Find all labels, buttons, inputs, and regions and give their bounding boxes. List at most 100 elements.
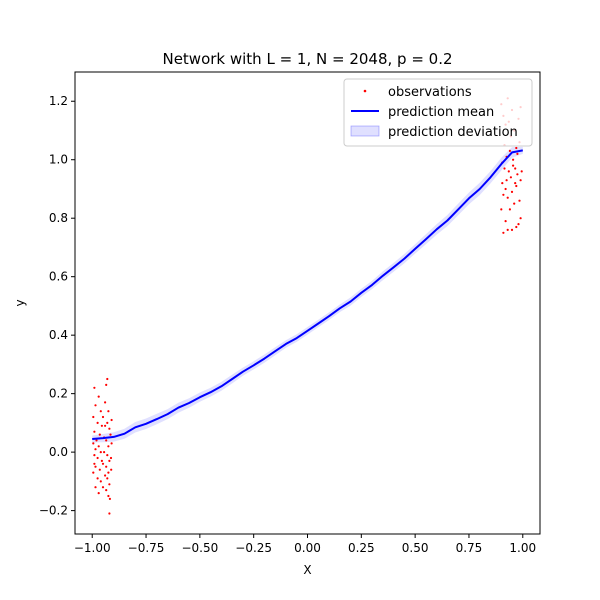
x-tick-label: 0.25 bbox=[348, 541, 375, 555]
observation-point bbox=[99, 451, 102, 454]
observation-point bbox=[513, 202, 516, 205]
observation-point bbox=[108, 483, 111, 486]
x-tick-label: 0.75 bbox=[456, 541, 483, 555]
observation-point bbox=[96, 421, 99, 424]
observation-point bbox=[108, 427, 111, 430]
x-axis-label: X bbox=[303, 563, 311, 577]
observation-point bbox=[96, 477, 99, 480]
observation-point bbox=[92, 415, 95, 419]
observation-point bbox=[501, 182, 504, 185]
mean-line-layer bbox=[92, 149, 523, 440]
observation-point bbox=[106, 421, 109, 424]
observation-point bbox=[107, 410, 110, 413]
x-tick-label: −0.25 bbox=[235, 541, 272, 555]
y-tick-label: 0.8 bbox=[49, 211, 68, 225]
legend-prediction-mean-label: prediction mean bbox=[388, 105, 494, 120]
observation-point bbox=[107, 494, 110, 498]
observation-point bbox=[98, 433, 101, 436]
observation-point bbox=[104, 474, 107, 477]
observation-point bbox=[511, 164, 515, 167]
observation-point bbox=[97, 492, 100, 495]
y-tick-label: −0.2 bbox=[39, 504, 68, 518]
observation-point bbox=[104, 424, 107, 427]
observation-point bbox=[105, 465, 108, 468]
observation-point bbox=[518, 199, 521, 202]
x-tick-label: −0.75 bbox=[128, 541, 165, 555]
observation-point bbox=[108, 497, 111, 500]
observation-point bbox=[508, 149, 511, 152]
observation-point bbox=[109, 433, 112, 436]
observation-point bbox=[508, 208, 511, 211]
observation-point bbox=[515, 225, 518, 229]
legend-prediction-deviation-patch bbox=[350, 125, 380, 137]
observation-point bbox=[93, 454, 96, 457]
observation-point bbox=[104, 401, 107, 404]
observation-point bbox=[93, 386, 96, 389]
observation-point bbox=[500, 208, 503, 211]
x-tick-label: 0.50 bbox=[402, 541, 429, 555]
x-tick-label: −1.00 bbox=[74, 541, 111, 555]
observation-point bbox=[96, 456, 99, 460]
observation-point bbox=[502, 193, 505, 196]
observation-point bbox=[110, 468, 113, 471]
observation-point bbox=[101, 462, 105, 465]
observation-point bbox=[516, 152, 519, 155]
observation-point bbox=[107, 471, 110, 474]
observation-point bbox=[519, 217, 522, 220]
prediction-mean-line bbox=[92, 149, 523, 440]
observation-point bbox=[98, 468, 101, 471]
observation-point bbox=[100, 424, 103, 427]
observation-point bbox=[509, 176, 512, 179]
observation-point bbox=[105, 489, 108, 492]
observation-points-layer bbox=[92, 97, 523, 515]
observation-point bbox=[110, 418, 113, 422]
observation-point bbox=[110, 442, 113, 445]
observation-point bbox=[504, 220, 507, 223]
observation-point bbox=[516, 173, 519, 176]
x-tick-label: 0.00 bbox=[294, 541, 321, 555]
observation-point bbox=[95, 439, 98, 442]
observation-point bbox=[520, 170, 523, 173]
observation-point bbox=[514, 182, 517, 185]
legend-observations-label: observations bbox=[388, 85, 472, 100]
observation-point bbox=[94, 465, 97, 468]
x-tick-label: 1.00 bbox=[509, 541, 536, 555]
observation-point bbox=[106, 454, 109, 457]
observation-point bbox=[109, 456, 113, 460]
observation-point bbox=[94, 486, 97, 489]
observation-point bbox=[515, 184, 518, 188]
observation-point bbox=[93, 430, 96, 433]
observation-point bbox=[510, 190, 514, 193]
observation-point bbox=[504, 187, 507, 191]
y-tick-label: 0.2 bbox=[49, 387, 68, 401]
observation-point bbox=[93, 462, 96, 465]
y-tick-label: 0.4 bbox=[49, 328, 68, 342]
y-tick-label: 0.0 bbox=[49, 445, 68, 459]
observation-point bbox=[101, 486, 105, 489]
observation-point bbox=[106, 377, 109, 381]
observation-point bbox=[97, 395, 100, 398]
observation-point bbox=[506, 228, 509, 231]
observation-point bbox=[507, 170, 510, 173]
observation-point bbox=[506, 196, 509, 199]
observation-point bbox=[92, 471, 95, 474]
observation-point bbox=[107, 445, 110, 448]
observation-point bbox=[99, 480, 102, 483]
observation-point bbox=[108, 459, 111, 462]
observation-point bbox=[105, 383, 108, 386]
observation-point bbox=[505, 179, 508, 182]
legend-observations-marker bbox=[363, 89, 367, 93]
observation-point bbox=[101, 415, 105, 419]
legend-box bbox=[343, 78, 533, 147]
observation-point bbox=[94, 448, 97, 451]
y-axis-ticks: −0.2 0.0 0.2 0.4 0.6 0.8 1.0 1.2 bbox=[39, 94, 75, 518]
legend: observations prediction mean prediction … bbox=[343, 78, 533, 147]
chart-title: Network with L = 1, N = 2048, p = 0.2 bbox=[162, 50, 452, 68]
observation-point bbox=[510, 228, 514, 231]
y-tick-label: 1.0 bbox=[49, 153, 68, 167]
y-tick-label: 1.2 bbox=[49, 94, 68, 108]
observation-point bbox=[99, 410, 102, 413]
observation-point bbox=[106, 477, 109, 480]
plot-area bbox=[92, 97, 523, 515]
